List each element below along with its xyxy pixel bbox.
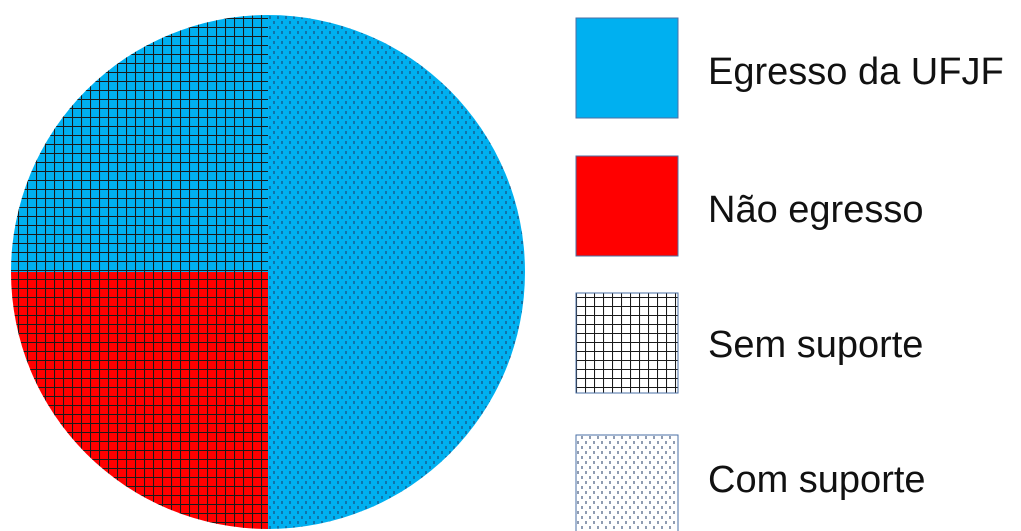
legend-swatch-egresso bbox=[576, 18, 678, 118]
pie bbox=[11, 15, 525, 529]
pie-slice-pattern-com-suporte bbox=[268, 15, 525, 529]
legend-item-sem-suporte: Sem suporte bbox=[576, 293, 923, 393]
legend-swatch-nao-egresso bbox=[576, 156, 678, 256]
pie-slice-pattern-sem-suporte bbox=[11, 15, 268, 272]
legend-swatch-sem-suporte bbox=[576, 293, 678, 393]
legend-swatch-com-suporte bbox=[576, 435, 678, 531]
legend-label-sem-suporte: Sem suporte bbox=[708, 324, 923, 366]
legend-item-egresso: Egresso da UFJF bbox=[576, 18, 1004, 118]
legend-label-egresso: Egresso da UFJF bbox=[708, 51, 1004, 93]
legend-item-nao-egresso: Não egresso bbox=[576, 156, 923, 256]
legend: Egresso da UFJF Não egresso Sem suporte … bbox=[576, 18, 1004, 531]
pie-slice-pattern-sem-suporte bbox=[11, 272, 268, 529]
legend-label-com-suporte: Com suporte bbox=[708, 459, 926, 501]
legend-label-nao-egresso: Não egresso bbox=[708, 189, 923, 231]
legend-item-com-suporte: Com suporte bbox=[576, 435, 926, 531]
